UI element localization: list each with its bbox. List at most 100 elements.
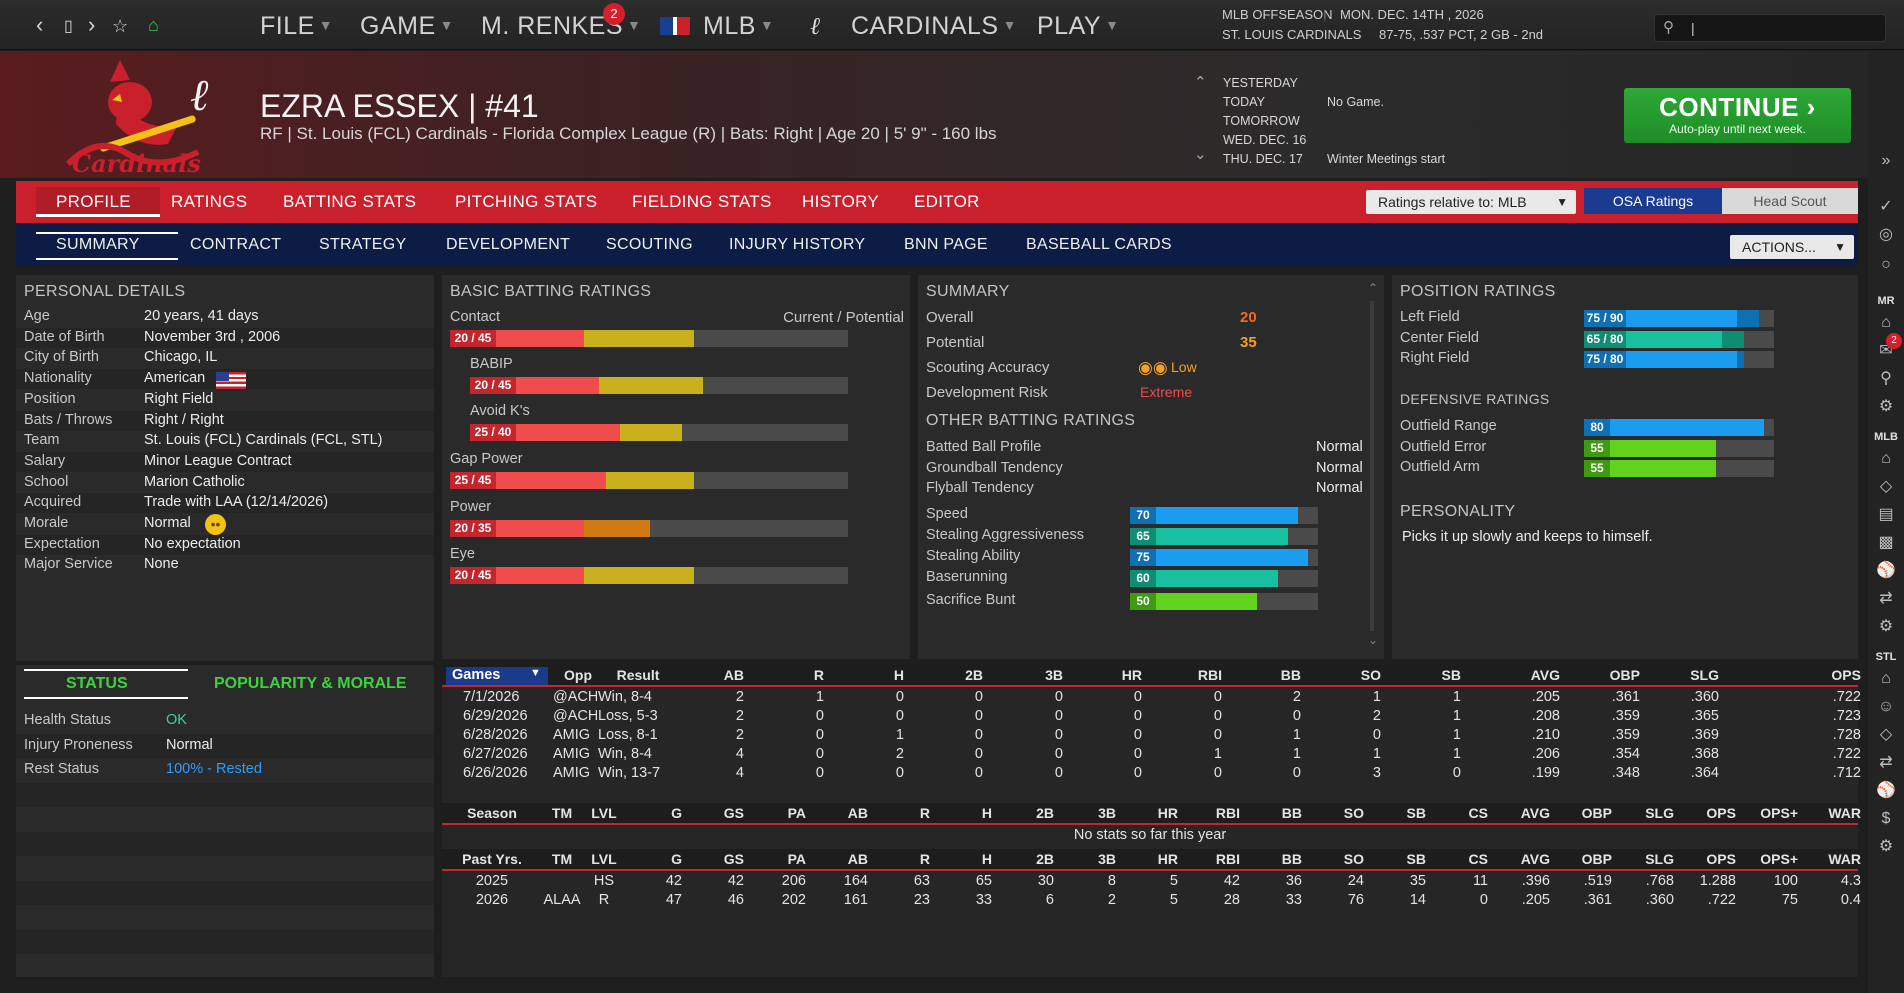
detail-value: Right Field [144,390,214,407]
roster-icon[interactable]: ☺ [1877,698,1895,715]
collapse-icon[interactable]: » [1881,152,1891,169]
development-risk-label: Development Risk [926,384,1048,401]
scroll-down-icon[interactable]: ⌄ [1367,633,1378,647]
stat-cell: 2025 [475,873,509,889]
tab-history[interactable]: HISTORY [802,192,880,211]
home-icon[interactable]: ⌂ [1881,450,1891,467]
chevron-up-icon[interactable]: ⌃ [1194,74,1207,91]
active-tab-highlight [36,187,160,217]
shield-icon[interactable]: ◇ [1879,726,1893,743]
stat-cell: 1 [1372,689,1381,705]
tab-popularity-morale[interactable]: POPULARITY & MORALE [214,675,407,692]
stat-cell: 1 [1292,746,1301,762]
potential-label: Potential [926,334,985,351]
shield-icon[interactable]: ◇ [1879,478,1893,495]
scrollbar[interactable] [1370,301,1374,631]
news-icon[interactable]: ▤ [1878,506,1894,523]
menu-cardinals[interactable]: CARDINALS ▼ [851,12,1017,40]
column-header: OPS [1831,667,1861,683]
menu-manager[interactable]: M. RENKES ▼ [481,12,642,40]
home-icon[interactable]: ⌂ [1881,670,1891,687]
home-icon[interactable]: ⌂ [148,15,159,35]
trade-icon[interactable]: ⇄ [1879,754,1893,771]
detail-label: Salary [24,452,66,469]
stat-cell: 206 [781,873,806,889]
chart-icon[interactable]: ▩ [1878,534,1894,551]
trade-icon[interactable]: ⇄ [1879,590,1893,607]
gear-icon[interactable]: ⚙ [1878,838,1894,855]
detail-label: School [24,473,69,490]
stat-cell: 0 [895,765,904,781]
primary-tab-bar: PROFILE RATINGS BATTING STATS PITCHING S… [16,181,1858,223]
subtab-summary[interactable]: SUMMARY [56,236,140,253]
tab-ratings[interactable]: RATINGS [171,192,248,211]
stat-cell: 0 [815,708,824,724]
rating-bar: 55 [1584,460,1774,478]
back-icon[interactable]: ‹ [36,12,44,37]
search-input[interactable]: ⚲ | [1654,14,1886,42]
scroll-up-icon[interactable]: ⌃ [1367,281,1378,295]
subtab-contract[interactable]: CONTRACT [190,236,282,253]
column-header: Current / Potential [783,309,904,326]
continue-button[interactable]: CONTINUE › Auto-play until next week. [1624,88,1851,143]
stat-cell: 2 [895,746,904,762]
dollar-icon[interactable]: $ [1881,810,1891,827]
detail-row: Expectation No expectation [16,534,434,555]
column-header: SO [1343,851,1364,867]
stat-cell: 0.4 [1840,892,1861,908]
ratings-relative-select[interactable]: Ratings relative to: MLB ▼ [1366,190,1576,214]
bar-fill [1156,593,1258,610]
chevron-down-icon[interactable]: ⌄ [1194,146,1207,163]
search-icon[interactable]: ⚲ [1880,370,1892,387]
current-fill [496,472,606,489]
subtab-scouting[interactable]: SCOUTING [606,236,693,253]
column-header: H [981,805,992,821]
tab-editor[interactable]: EDITOR [914,192,980,211]
subtab-strategy[interactable]: STRATEGY [319,236,407,253]
sidebar-label: STL [1875,651,1897,663]
cardinals-logo: Cardinals [65,60,201,178]
tab-status[interactable]: STATUS [66,675,128,692]
stat-cell: .519 [1583,873,1612,889]
head-scout-button[interactable]: Head Scout [1722,188,1858,214]
actions-select[interactable]: ACTIONS... ▼ [1730,235,1854,259]
tab-pitching-stats[interactable]: PITCHING STATS [455,192,598,211]
status-row: Injury Proneness Normal [16,733,434,758]
menu-mlb[interactable]: MLB ▼ [703,12,775,40]
baseball-icon[interactable]: ⚾ [1876,782,1896,799]
personal-details-panel: PERSONAL DETAILS Age 20 years, 41 days Dat… [16,275,434,661]
baseball-icon[interactable]: ⚾ [1876,562,1896,579]
subtab-bnn-page[interactable]: BNN PAGE [904,236,988,253]
home-icon[interactable]: ⌂ [1881,314,1891,331]
subtab-baseball-cards[interactable]: BASEBALL CARDS [1026,236,1172,253]
page-icon[interactable]: ▯ [64,18,73,35]
stat-cell: .199 [1531,765,1560,781]
menu-game[interactable]: GAME ▼ [360,12,454,40]
check-icon[interactable]: ✓ [1879,198,1893,215]
stat-cell: 1 [1452,727,1461,743]
subtab-development[interactable]: DEVELOPMENT [446,236,571,253]
gear-icon[interactable]: ⚙ [1878,398,1894,415]
tab-fielding-stats[interactable]: FIELDING STATS [632,192,772,211]
tab-batting-stats[interactable]: BATTING STATS [283,192,417,211]
menu-play[interactable]: PLAY ▼ [1037,12,1120,40]
lightbulb-icon[interactable]: ○ [1881,256,1891,273]
column-header: Past Yrs. [462,851,522,867]
star-icon[interactable]: ☆ [112,16,129,36]
calendar-day: YESTERDAY [1223,76,1298,90]
stat-cell: .208 [1531,708,1560,724]
tab-profile[interactable]: PROFILE [56,192,131,211]
globe-icon[interactable]: ◎ [1879,226,1893,243]
stat-cell: 47 [665,892,682,908]
stat-cell: 5 [1169,873,1178,889]
osa-ratings-button[interactable]: OSA Ratings [1584,188,1722,214]
game-result: Win, 8-4 [598,746,652,762]
forward-icon[interactable]: › [88,12,96,37]
stat-cell: 1 [815,689,824,705]
menu-file[interactable]: FILE ▼ [260,12,334,40]
games-select[interactable]: Games ▼ [446,667,548,685]
position-label: Right Field [1400,350,1470,367]
gear-icon[interactable]: ⚙ [1878,618,1894,635]
subtab-injury-history[interactable]: INJURY HISTORY [729,236,866,253]
detail-label: Major Service [24,556,113,573]
